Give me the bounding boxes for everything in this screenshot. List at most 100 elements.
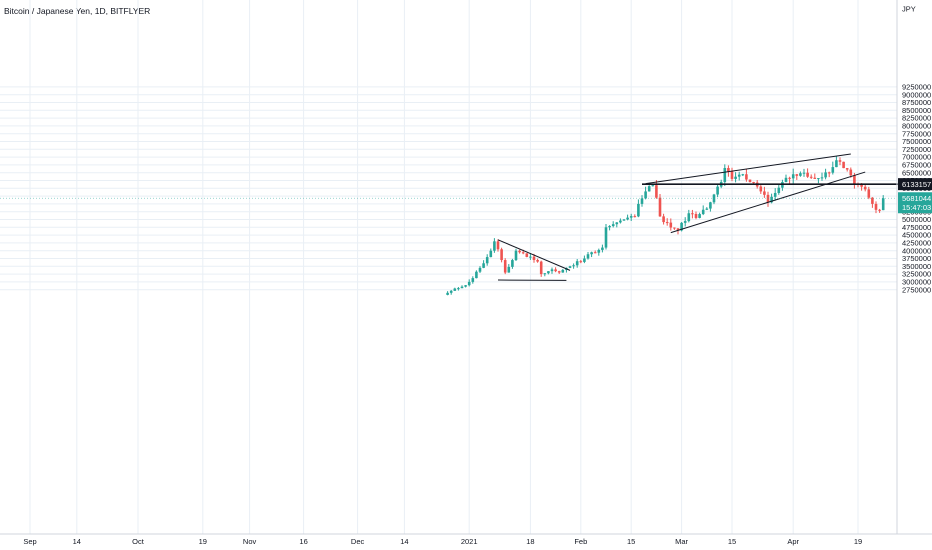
candle-body (586, 254, 590, 259)
candle-body (583, 258, 586, 262)
price-axis[interactable]: 9250000900000087500008500000825000080000… (902, 5, 931, 295)
candle-body (575, 261, 579, 266)
wedge-lower-line (670, 171, 866, 234)
grid (0, 0, 897, 534)
candle-body (453, 288, 457, 291)
candle-body (698, 214, 701, 218)
candle-body (853, 175, 856, 184)
time-tick-label: 14 (73, 537, 81, 546)
candle-body (615, 222, 619, 225)
last-price-value: 5681044 (902, 194, 931, 203)
time-tick-label: Feb (574, 537, 587, 546)
candle-body (799, 173, 802, 176)
candle-body (705, 208, 709, 210)
candle-body (449, 290, 453, 293)
drawings[interactable] (497, 153, 932, 281)
time-tick-label: 16 (299, 537, 307, 546)
candle-body (727, 168, 730, 172)
candle-body (878, 209, 881, 211)
candle-body (568, 266, 572, 268)
candle-body (457, 288, 460, 290)
candle-body (871, 197, 874, 204)
candle-body (658, 197, 662, 217)
candle-body (640, 198, 644, 204)
candle-body (665, 222, 669, 224)
candle-body (820, 177, 824, 179)
candle-body (813, 177, 817, 179)
candle-body (773, 192, 777, 197)
candle-body (845, 168, 849, 170)
candle-body (791, 174, 795, 179)
bar-countdown: 15:47:03 (902, 203, 931, 212)
candle-body (593, 252, 597, 254)
candle-body (831, 167, 835, 173)
candle-body (748, 179, 752, 183)
time-tick-label: 19 (199, 537, 207, 546)
candle-body (863, 186, 867, 190)
price-tick-label: 7500000 (902, 137, 931, 146)
candle-body (741, 174, 745, 176)
candle-body (633, 216, 637, 218)
candle-body (842, 161, 845, 169)
candle-body (464, 285, 467, 287)
candle-body (608, 226, 611, 228)
candle-body (835, 160, 838, 168)
time-tick-label: 14 (400, 537, 408, 546)
wedge-upper-line (645, 153, 851, 185)
candle-body (604, 227, 608, 248)
candle-body (629, 216, 633, 218)
price-tick-label: 8750000 (902, 98, 931, 107)
price-tick-label: 3750000 (902, 254, 931, 263)
candle-body (446, 292, 449, 295)
candle-body (784, 177, 788, 183)
currency-label: JPY (902, 5, 916, 14)
price-tick-label: 9250000 (902, 83, 931, 92)
candle-body (680, 222, 683, 231)
candle-body (676, 228, 680, 231)
price-tick-label: 3000000 (902, 278, 931, 287)
candle-body (709, 202, 712, 209)
candle-body (514, 250, 518, 261)
time-tick-label: Oct (132, 537, 145, 546)
candle-body (867, 189, 871, 198)
candle-body (460, 286, 464, 289)
candle-body (647, 186, 651, 192)
candle-body (716, 186, 719, 195)
candle-body (701, 209, 705, 215)
time-tick-label: Apr (787, 537, 799, 546)
candle-body (496, 241, 500, 250)
time-tick-label: Mar (675, 537, 688, 546)
descending-trendline (497, 239, 571, 271)
candle-body (881, 198, 885, 211)
time-axis[interactable]: Sep 14 Oct 19 Nov 16 Dec 14 2021 18 Feb 15 Mar 15 Apr 1… (23, 537, 862, 546)
price-tick-label: 4000000 (902, 246, 931, 255)
candle-body (482, 263, 485, 268)
candle-body (601, 247, 604, 250)
price-tick-label: 3500000 (902, 262, 931, 271)
time-tick-label: Nov (243, 537, 257, 546)
time-tick-label: 2021 (461, 537, 478, 546)
candle-body (777, 187, 781, 193)
candle-body (788, 177, 791, 179)
candle-body (737, 174, 741, 177)
candle-body (763, 191, 766, 195)
candle-body (655, 185, 658, 198)
price-tick-label: 9000000 (902, 90, 931, 99)
candle-body (557, 271, 561, 273)
candle-body (611, 224, 615, 227)
level-price-tag (898, 178, 932, 191)
candle-body (827, 172, 831, 174)
candle-body (860, 183, 863, 187)
candle-body (683, 221, 687, 223)
candle-body (536, 259, 539, 262)
time-tick-label: 19 (854, 537, 862, 546)
time-tick-label: Sep (23, 537, 36, 546)
candle-body (637, 203, 640, 217)
candle-body (809, 176, 813, 178)
candle-body (597, 249, 601, 253)
candle-body (550, 269, 554, 272)
candle-body (669, 222, 673, 228)
candle-body (579, 261, 583, 263)
